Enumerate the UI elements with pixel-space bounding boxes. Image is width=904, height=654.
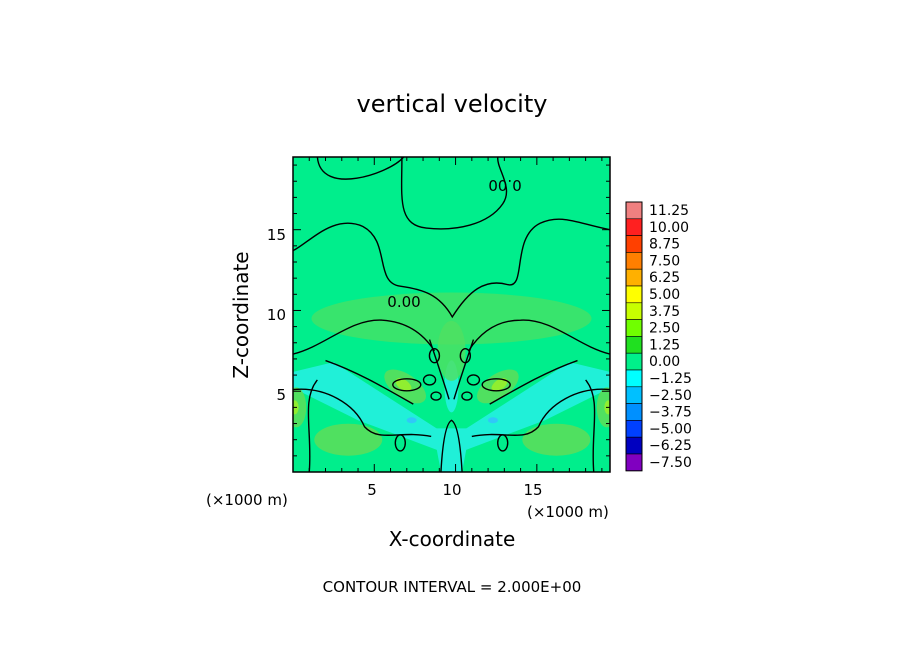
contour-lines [293,157,610,472]
colorbar-swatch-3 [625,252,643,270]
colorbar-label-9: 0.00 [649,354,680,370]
colorbar-label-8: 1.25 [649,337,680,353]
colorbar-swatch-12 [625,403,643,421]
contour-centre-column [440,419,463,472]
colorbar-label-12: −3.75 [649,405,692,421]
contour-top-arch [316,157,405,180]
colorbar-label-6: 3.75 [649,304,680,320]
x-tick-label-2: 15 [523,481,542,499]
contour-ring-8 [497,434,509,452]
y-tick-label-1: 10 [267,306,286,324]
contour-ring-9 [392,378,422,392]
positive-centre-column [437,320,466,381]
colorbar-swatch-7 [625,319,643,337]
contour-core-right [453,339,475,400]
contour-wing-left [325,359,414,405]
contour-lower-right [471,388,610,438]
colorbar-label-0: 11.25 [649,203,689,219]
colorbar-swatch-11 [625,386,643,404]
x-unit-label: (×1000 m) [206,491,288,509]
y-tick-label-0: 5 [276,386,286,404]
colorbar-swatch-14 [625,436,643,455]
contour-core-left [428,339,450,400]
colorbar-swatch-10 [625,369,643,388]
axis-ticks [293,157,610,472]
colorbar-label-3: 7.50 [649,253,680,269]
contour-ring-6 [461,391,473,401]
contour-ring-10 [481,378,511,392]
y-axis-label: Z-coordinate [229,251,253,378]
contour-wing-right [489,359,578,405]
contour-label-top: 0.00 [488,176,521,194]
contour-ring-4 [466,374,481,386]
colorbar-label-14: −6.25 [649,438,692,454]
contour-zero-upper [293,218,610,319]
colorbar-frame [625,201,643,472]
colorbar-swatch-8 [625,336,643,354]
contour-zero-middle [293,319,610,355]
positive-edge-left [293,387,307,428]
strong-negative-right [487,417,498,424]
colorbar-label-11: −2.50 [649,388,692,404]
contour-ring-3 [422,374,437,386]
colorbar-swatch-15 [625,453,643,472]
x-tick-label-1: 10 [442,481,461,499]
contour-label-mid: 0.00 [387,293,420,311]
contour-ring-5 [430,391,442,401]
colorbar-label-10: −1.25 [649,371,692,387]
chart-title: vertical velocity [357,90,548,118]
y-tick-label-2: 15 [267,226,286,244]
contour-interval-note: CONTOUR INTERVAL = 2.000E+00 [323,578,582,596]
velocity-field [293,157,610,472]
colorbar-label-5: 5.00 [649,287,680,303]
colorbar-label-1: 10.00 [649,220,689,236]
positive-lower-right [522,423,591,456]
plot-frame [292,156,611,473]
colorbar-swatch-6 [625,302,643,320]
x-unit-label-right: (×1000 m) [527,503,609,521]
contour-ring-2 [459,347,472,364]
colorbar-label-13: −5.00 [649,421,692,437]
colorbar: 11.2510.008.757.506.255.003.752.501.250.… [625,201,692,472]
contour-ring-7 [394,434,406,452]
x-axis-label: X-coordinate [389,527,516,551]
strong-negative-left [406,417,417,424]
colorbar-swatch-5 [625,285,643,304]
colorbar-label-7: 2.50 [649,321,680,337]
band-cyan-right [458,362,610,453]
colorbar-swatch-1 [625,218,643,236]
contour-lower-left [293,388,432,438]
colorbar-swatch-13 [625,420,643,438]
band-upper-positive [311,292,592,345]
positive-edge-right [596,387,610,428]
strong-positive-right [491,378,508,392]
colorbar-label-2: 8.75 [649,237,680,253]
x-tick-label-0: 5 [367,481,377,499]
contour-bottom-right [585,379,596,472]
colorbar-swatch-9 [625,352,643,371]
band-cyan-left [293,362,445,453]
positive-lower-left [314,423,383,456]
strong-positive-left [395,378,412,392]
contour-bottom-left [307,379,318,472]
contour-zero-centre-top [400,157,508,230]
contour-ring-1 [428,347,441,364]
colorbar-swatch-0 [625,201,643,220]
colorbar-label-4: 6.25 [649,270,680,286]
colorbar-swatch-2 [625,235,643,253]
colorbar-label-15: −7.50 [649,455,692,471]
colorbar-swatch-4 [625,268,643,287]
